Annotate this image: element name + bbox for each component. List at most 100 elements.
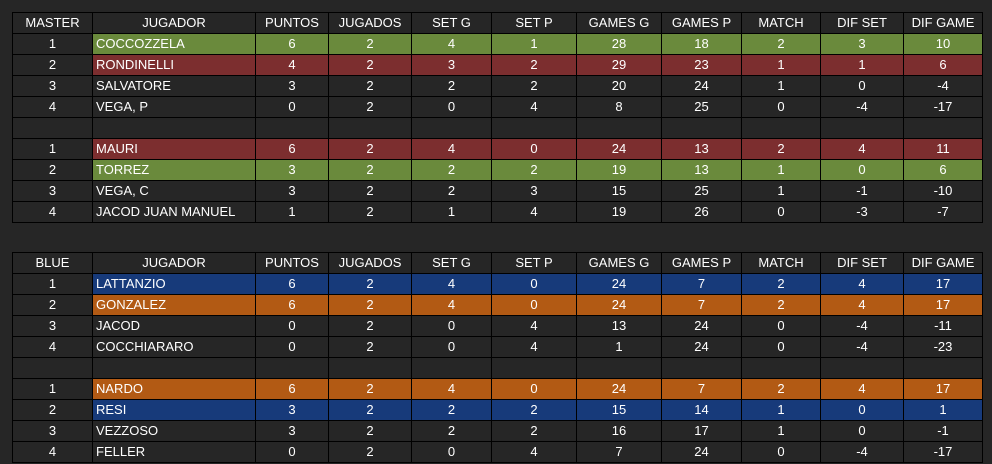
stat-cell: 2 <box>328 441 412 463</box>
stat-cell: 4 <box>491 96 577 118</box>
column-header: MATCH <box>741 252 821 274</box>
empty-cell <box>903 117 983 139</box>
empty-cell <box>12 117 93 139</box>
stat-cell: 2 <box>328 138 412 160</box>
player-row: 4 COCCHIARARO 0 2 0 4 1 24 0 -4 -23 <box>12 336 983 358</box>
column-header: DIF SET <box>820 252 904 274</box>
empty-cell <box>255 117 329 139</box>
empty-cell <box>491 117 577 139</box>
stat-cell: 2 <box>741 273 821 295</box>
stat-cell: 2 <box>411 180 492 202</box>
stat-cell: 4 <box>820 273 904 295</box>
empty-cell <box>92 117 256 139</box>
column-header: JUGADOR <box>92 12 256 34</box>
stat-cell: 1 <box>741 54 821 76</box>
stat-cell: 2 <box>491 399 577 421</box>
player-name-cell: VEZZOSO <box>92 420 256 442</box>
empty-cell <box>411 117 492 139</box>
position-cell: 2 <box>12 399 93 421</box>
position-cell: 4 <box>12 201 93 223</box>
stat-cell: 26 <box>661 201 742 223</box>
stat-cell: 4 <box>411 273 492 295</box>
standings-table-blue: BLUE JUGADOR PUNTOS JUGADOS SET G SET P GAMES … <box>12 252 983 463</box>
stat-cell: 0 <box>255 441 329 463</box>
stat-cell: 7 <box>661 294 742 316</box>
position-cell: 1 <box>12 273 93 295</box>
stat-cell: 2 <box>741 33 821 55</box>
stat-cell: 0 <box>820 420 904 442</box>
stat-cell: 2 <box>741 294 821 316</box>
column-header: SET G <box>411 252 492 274</box>
stat-cell: 6 <box>255 33 329 55</box>
stat-cell: 0 <box>741 336 821 358</box>
empty-cell <box>12 357 93 379</box>
stat-cell: 16 <box>576 420 662 442</box>
header-row: BLUE JUGADOR PUNTOS JUGADOS SET G SET P GAMES … <box>12 252 983 274</box>
empty-cell <box>491 357 577 379</box>
empty-cell <box>576 117 662 139</box>
stat-cell: 24 <box>661 315 742 337</box>
empty-cell <box>903 357 983 379</box>
stat-cell: 0 <box>411 336 492 358</box>
position-cell: 1 <box>12 138 93 160</box>
empty-cell <box>661 117 742 139</box>
player-row: 2 RONDINELLI 4 2 3 2 29 23 1 1 6 <box>12 54 983 76</box>
player-name-cell: COCCOZZELA <box>92 33 256 55</box>
position-cell: 4 <box>12 336 93 358</box>
stat-cell: 4 <box>255 54 329 76</box>
stat-cell: 1 <box>741 180 821 202</box>
player-row: 1 MAURI 6 2 4 0 24 13 2 4 11 <box>12 138 983 160</box>
column-header: SET P <box>491 252 577 274</box>
position-cell: 3 <box>12 315 93 337</box>
stat-cell: 0 <box>741 96 821 118</box>
column-header: DIF GAME <box>903 12 983 34</box>
stat-cell: 6 <box>255 378 329 400</box>
stat-cell: 14 <box>661 399 742 421</box>
standings-table-master: MASTER JUGADOR PUNTOS JUGADOS SET G SET P GAME… <box>12 12 983 223</box>
stat-cell: 4 <box>820 378 904 400</box>
column-header: JUGADOS <box>328 12 412 34</box>
column-header: JUGADOR <box>92 252 256 274</box>
stat-cell: 24 <box>576 138 662 160</box>
position-cell: 2 <box>12 294 93 316</box>
player-name-cell: TORREZ <box>92 159 256 181</box>
stat-cell: 2 <box>328 336 412 358</box>
stat-cell: 0 <box>255 96 329 118</box>
stat-cell: 0 <box>411 315 492 337</box>
stat-cell: -23 <box>903 336 983 358</box>
stat-cell: 7 <box>661 273 742 295</box>
stat-cell: 4 <box>411 378 492 400</box>
empty-cell <box>328 357 412 379</box>
stat-cell: 3 <box>255 420 329 442</box>
stat-cell: 2 <box>328 273 412 295</box>
position-cell: 4 <box>12 441 93 463</box>
stat-cell: -7 <box>903 201 983 223</box>
stat-cell: 2 <box>328 75 412 97</box>
stat-cell: 4 <box>411 294 492 316</box>
stat-cell: 0 <box>491 138 577 160</box>
column-header: SET P <box>491 12 577 34</box>
stat-cell: 0 <box>741 201 821 223</box>
empty-cell <box>820 117 904 139</box>
player-name-cell: MAURI <box>92 138 256 160</box>
stat-cell: 3 <box>255 180 329 202</box>
stat-cell: 0 <box>741 441 821 463</box>
stat-cell: 1 <box>741 420 821 442</box>
empty-cell <box>92 357 256 379</box>
player-name-cell: FELLER <box>92 441 256 463</box>
stat-cell: 4 <box>820 294 904 316</box>
empty-cell <box>255 357 329 379</box>
column-header: GAMES G <box>576 252 662 274</box>
stat-cell: 1 <box>820 54 904 76</box>
player-row: 3 JACOD 0 2 0 4 13 24 0 -4 -11 <box>12 315 983 337</box>
stat-cell: 3 <box>255 75 329 97</box>
column-header: GAMES G <box>576 12 662 34</box>
stat-cell: 0 <box>741 315 821 337</box>
stat-cell: 19 <box>576 159 662 181</box>
stat-cell: 17 <box>903 378 983 400</box>
stat-cell: 6 <box>903 159 983 181</box>
player-name-cell: NARDO <box>92 378 256 400</box>
player-name-cell: RONDINELLI <box>92 54 256 76</box>
player-row: 4 JACOD JUAN MANUEL 1 2 1 4 19 26 0 -3 -7 <box>12 201 983 223</box>
stat-cell: 17 <box>661 420 742 442</box>
